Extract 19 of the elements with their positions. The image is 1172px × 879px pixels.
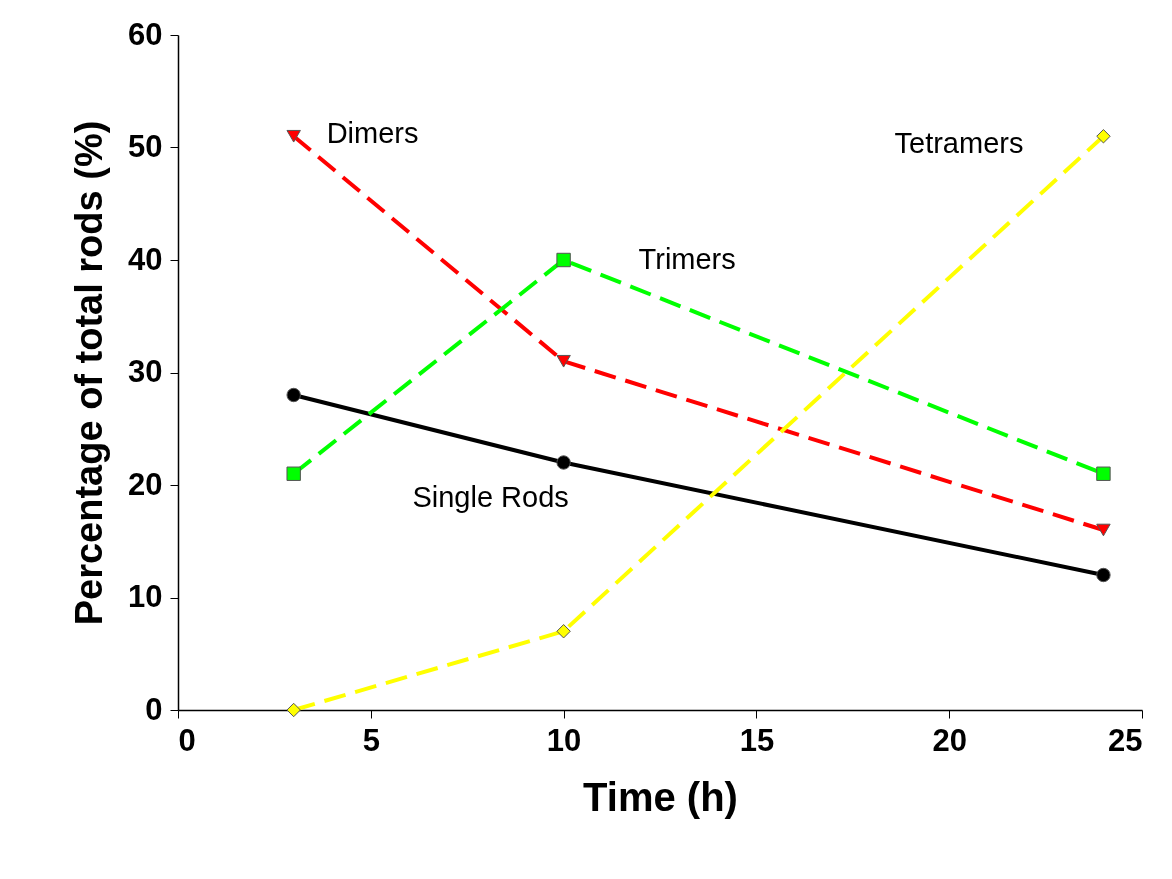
series-label: Trimers [638, 243, 736, 275]
y-tick-label: 60 [128, 16, 163, 52]
y-tick-label: 10 [128, 579, 163, 614]
x-tick-label: 0 [178, 722, 196, 758]
x-tick-label: 5 [362, 722, 380, 758]
y-tick-label: 50 [128, 129, 163, 164]
y-tick-label: 30 [128, 354, 163, 389]
y-tick-label: 40 [128, 241, 163, 277]
series-label: Dimers [326, 117, 419, 150]
x-tick-label: 15 [739, 722, 775, 758]
x-axis-title: Time (h) [583, 774, 738, 819]
y-tick-label: 20 [128, 466, 163, 502]
series-label: Single Rods [412, 480, 569, 513]
series-label: Tetramers [894, 127, 1024, 160]
x-tick-label: 25 [1108, 722, 1143, 758]
x-tick-label: 10 [546, 722, 582, 758]
x-tick-label: 20 [932, 722, 967, 758]
y-axis-title: Percentage of total rods (%) [68, 120, 111, 626]
y-tick-label: 0 [145, 691, 163, 727]
